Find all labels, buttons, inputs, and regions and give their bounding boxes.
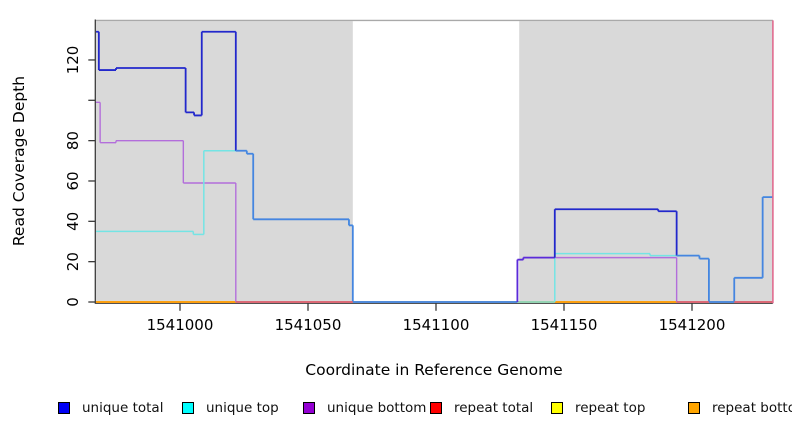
series-unique-total [96, 30, 773, 303]
axes: 1541000 1541050 1541100 1541150 1541200 0 20 40… [64, 19, 773, 334]
legend-item-repeat-total: repeat total [430, 399, 533, 417]
legend-label: repeat top [575, 400, 646, 416]
legend-label: unique total [82, 400, 164, 416]
x-tick-label: 1541050 [275, 316, 342, 334]
x-axis-title: Coordinate in Reference Genome [305, 361, 562, 379]
x-tick-label: 1541200 [659, 316, 726, 334]
y-tick-label: 40 [64, 212, 82, 231]
legend-item-repeat-top: repeat top [551, 399, 645, 417]
legend-item-unique-total: unique total [58, 399, 163, 417]
x-tick-label: 1541150 [531, 316, 598, 334]
shaded-region-bands [96, 21, 773, 303]
y-axis-title: Read Coverage Depth [10, 76, 28, 246]
y-tick-label: 0 [64, 297, 82, 307]
legend-item-repeat-bottom: repeat bottom [688, 399, 792, 417]
legend-swatch-icon [182, 402, 194, 414]
x-tick-label: 1541100 [403, 316, 470, 334]
chart-legend: unique total unique top unique bottom repea… [0, 399, 792, 421]
legend-label: repeat bottom [712, 400, 792, 416]
legend-swatch-icon [303, 402, 315, 414]
legend-swatch-icon [430, 402, 442, 414]
y-tick-label: 120 [64, 46, 82, 75]
y-tick-label: 80 [64, 131, 82, 150]
legend-swatch-icon [551, 402, 563, 414]
legend-item-unique-top: unique top [182, 399, 279, 417]
legend-swatch-icon [58, 402, 70, 414]
legend-label: unique bottom [327, 400, 427, 416]
legend-label: unique top [206, 400, 279, 416]
y-tick-label: 60 [64, 171, 82, 190]
x-tick-label: 1541000 [147, 316, 214, 334]
y-tick-label: 20 [64, 252, 82, 271]
legend-item-unique-bottom: unique bottom [303, 399, 426, 417]
legend-swatch-icon [688, 402, 700, 414]
legend-label: repeat total [454, 400, 534, 416]
